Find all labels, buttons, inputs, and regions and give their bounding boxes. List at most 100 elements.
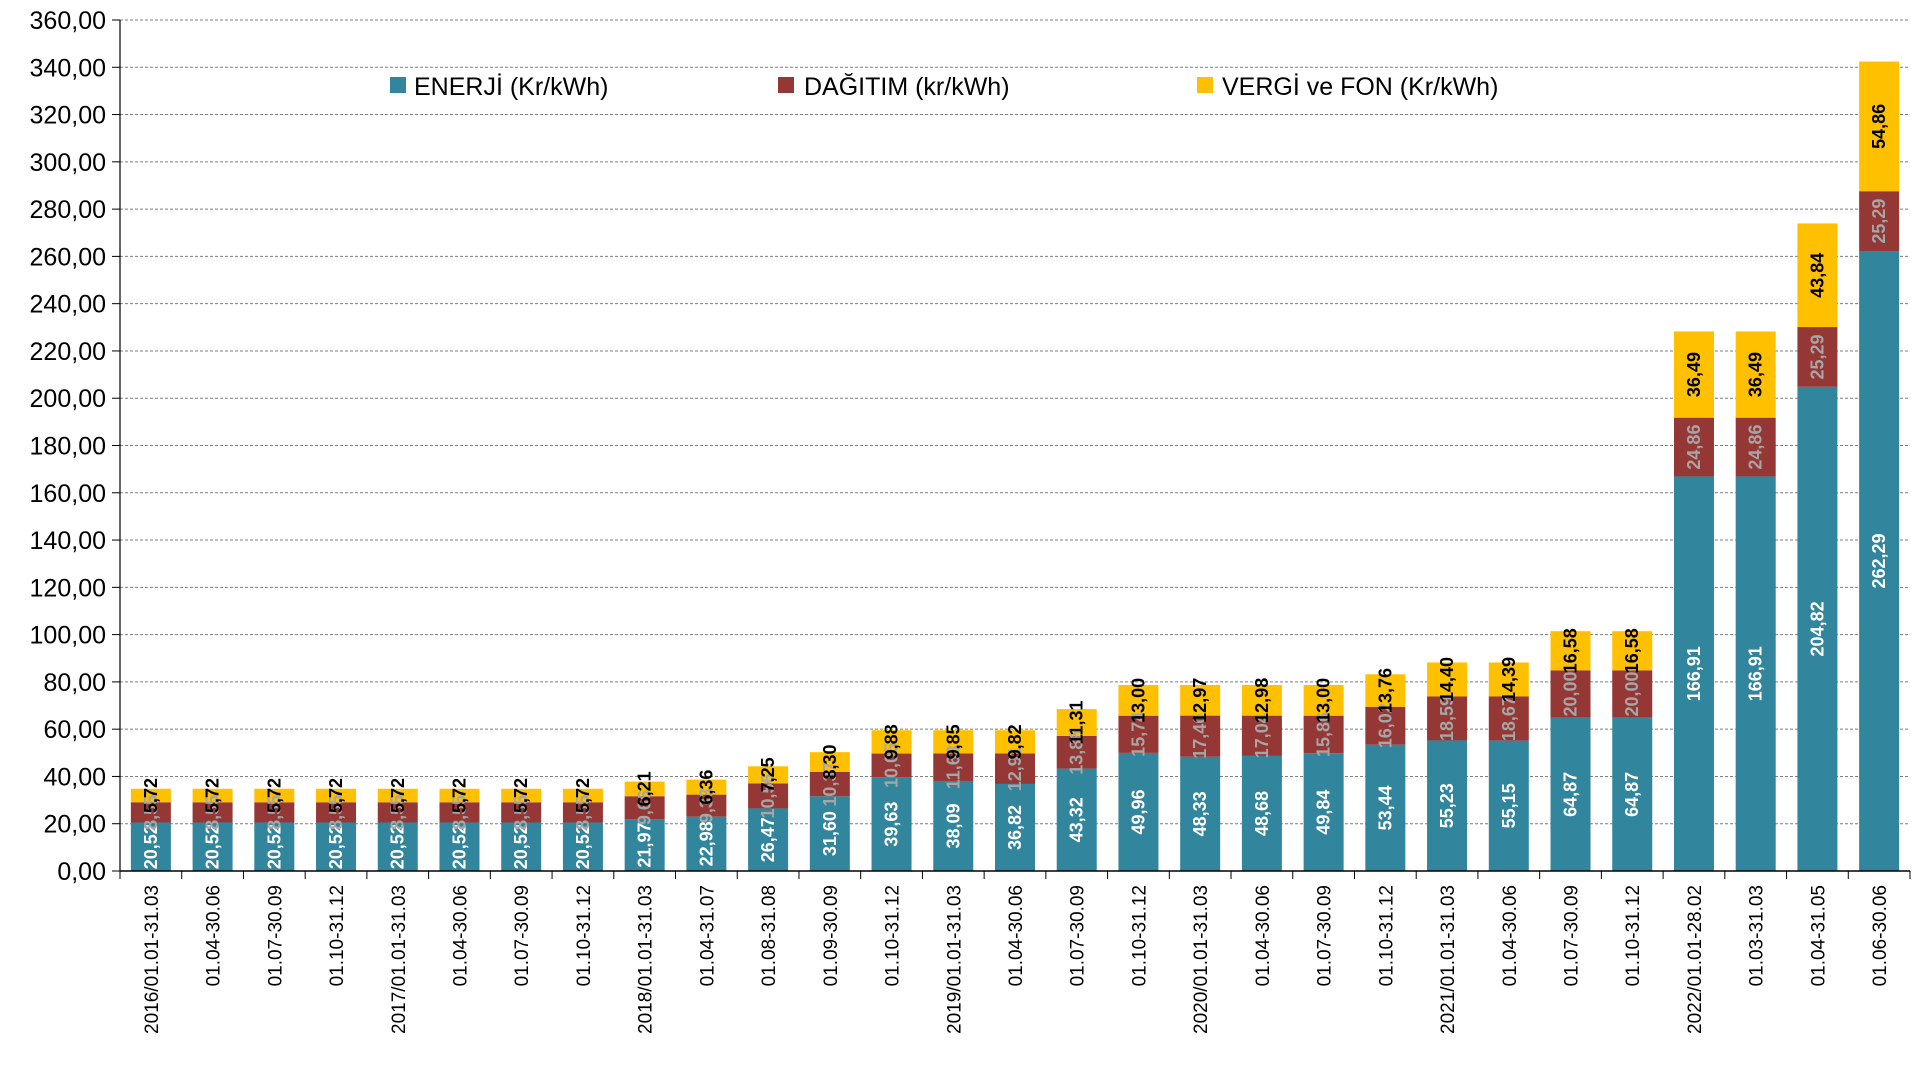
data-label: 36,49 — [1684, 352, 1704, 397]
y-tick-label: 200,00 — [30, 385, 106, 413]
data-label: 16,58 — [1561, 628, 1581, 673]
y-tick-label: 60,00 — [43, 716, 106, 744]
x-tick-label: 01.10-31.12 — [574, 885, 595, 986]
data-label: 18,67 — [1499, 696, 1519, 741]
data-label: 36,49 — [1746, 352, 1766, 397]
data-label: 13,86 — [1067, 730, 1087, 775]
data-label: 36,82 — [1005, 805, 1025, 850]
data-label: 8,55 — [573, 795, 593, 830]
legend-swatch-vergi — [1197, 77, 1213, 93]
data-labels: 20,528,555,7220,528,555,7220,528,555,722… — [141, 104, 1889, 869]
data-label: 11,63 — [943, 745, 963, 789]
data-label: 5,72 — [511, 778, 531, 813]
data-label: 43,32 — [1067, 797, 1087, 842]
x-tick-label: 01.08-31.08 — [759, 885, 780, 986]
bar-segment — [1488, 662, 1529, 697]
bar-segment — [1612, 670, 1653, 718]
y-tick-label: 320,00 — [30, 102, 106, 130]
x-tick-label: 2018/01.01-31.03 — [636, 885, 657, 1034]
data-label: 24,86 — [1746, 425, 1766, 470]
data-label: 20,52 — [203, 824, 223, 869]
x-tick-label: 01.10-31.12 — [327, 885, 348, 986]
bar-segment — [1303, 684, 1344, 716]
bar-segment — [377, 802, 418, 823]
bar-segment — [1180, 684, 1221, 716]
legend-label-dagitim: DAĞITIM (kr/kWh) — [804, 72, 1010, 101]
x-tick-label: 01.10-31.12 — [1376, 885, 1397, 986]
bar-segment — [1673, 331, 1714, 418]
data-label: 5,72 — [573, 778, 593, 813]
x-tick-label: 01.10-31.12 — [1129, 885, 1150, 986]
bar-segment — [995, 730, 1035, 754]
bar-segment — [1241, 755, 1282, 871]
data-label: 64,87 — [1561, 772, 1581, 817]
bar-segment — [933, 753, 974, 781]
y-tick-label: 260,00 — [30, 243, 106, 271]
bar-segment — [1241, 684, 1282, 716]
bar-segment — [809, 771, 850, 797]
bar-segment — [1859, 61, 1900, 192]
bar-segment — [748, 766, 789, 784]
data-label: 8,55 — [326, 795, 346, 830]
x-tick-label: 2019/01.01-31.03 — [944, 885, 965, 1034]
x-tick-label: 01.06-30.06 — [1870, 885, 1891, 986]
bar-segment — [439, 802, 480, 823]
bar-segment — [1797, 327, 1838, 387]
data-label: 8,55 — [203, 795, 223, 830]
data-label: 5,72 — [449, 778, 469, 813]
data-label: 11,31 — [1067, 700, 1087, 744]
data-label: 55,15 — [1499, 783, 1519, 828]
legend-swatch-dagitim — [778, 77, 794, 93]
data-label: 9,66 — [635, 790, 655, 825]
bar-segment — [562, 788, 603, 803]
data-label: 8,55 — [511, 795, 531, 830]
bar-segment — [254, 788, 295, 803]
x-tick-label: 01.07-30.09 — [1562, 885, 1583, 986]
data-label: 14,40 — [1437, 657, 1457, 702]
bar-segment — [686, 816, 727, 871]
x-tick-label: 01.04-31.07 — [697, 885, 718, 986]
data-label: 20,52 — [388, 824, 408, 869]
bar-segment — [809, 796, 850, 871]
data-label: 166,91 — [1684, 646, 1704, 701]
y-tick-label: 120,00 — [30, 574, 106, 602]
data-label: 9,33 — [696, 788, 716, 823]
bar-segment — [501, 788, 542, 803]
bar-segment — [1427, 696, 1468, 741]
data-label: 20,52 — [264, 824, 284, 869]
x-tick-label: 01.04-30.06 — [1253, 885, 1274, 986]
bar-segment — [1056, 709, 1097, 736]
data-label: 5,72 — [203, 778, 223, 813]
bar-series — [130, 61, 1900, 871]
data-label: 5,72 — [326, 778, 346, 813]
data-label: 166,91 — [1746, 646, 1766, 701]
bar-segment — [562, 822, 603, 871]
y-tick-label: 80,00 — [43, 669, 106, 697]
bar-segment — [1365, 706, 1406, 745]
data-label: 15,86 — [1314, 712, 1334, 757]
bar-segment — [377, 822, 418, 871]
data-label: 43,84 — [1807, 253, 1827, 298]
x-tick-label: 01.07-30.09 — [1315, 885, 1336, 986]
x-tick-label: 01.04-30.06 — [204, 885, 225, 986]
bar-segment — [1180, 715, 1221, 757]
data-label: 5,72 — [141, 778, 161, 813]
data-label: 21,97 — [635, 823, 655, 868]
bar-segment — [624, 819, 665, 871]
bar-segment — [1365, 744, 1406, 871]
x-tick-label: 2022/01.01-28.02 — [1685, 885, 1706, 1034]
bar-segment — [130, 802, 171, 823]
data-label: 25,29 — [1869, 199, 1889, 244]
data-label: 6,36 — [696, 770, 716, 805]
bar-segment — [439, 822, 480, 871]
data-label: 7,25 — [758, 757, 778, 792]
data-label: 39,63 — [882, 802, 902, 847]
x-tick-label: 2017/01.01-31.03 — [389, 885, 410, 1034]
data-label: 204,82 — [1807, 601, 1827, 656]
x-tick-label: 01.04-30.06 — [1500, 885, 1521, 986]
bar-segment — [130, 788, 171, 803]
x-tick-label: 01.04-30.06 — [1006, 885, 1027, 986]
y-tick-label: 100,00 — [30, 622, 106, 650]
data-label: 16,58 — [1622, 628, 1642, 673]
bar-segment — [1550, 631, 1591, 671]
